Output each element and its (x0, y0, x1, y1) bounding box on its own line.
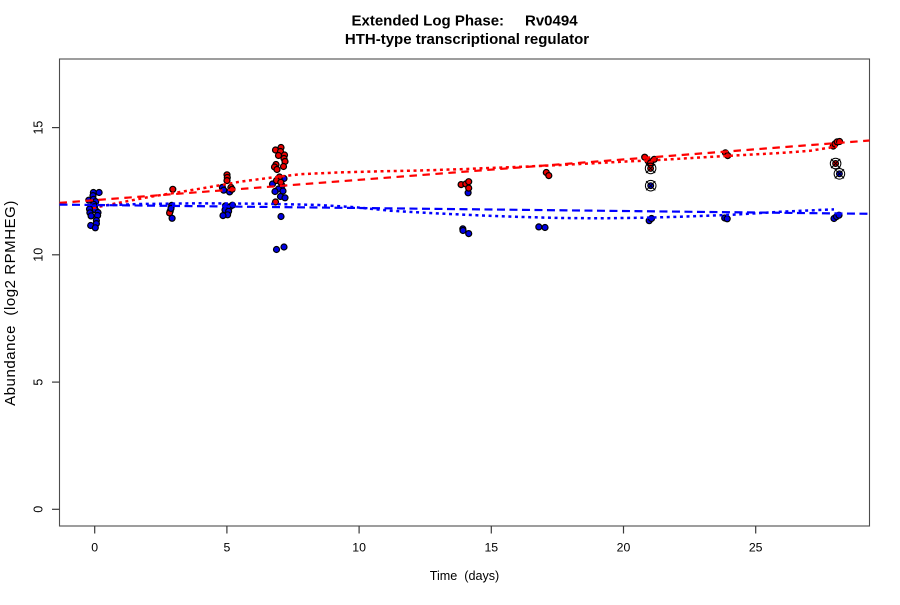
svg-text:25: 25 (749, 541, 763, 555)
svg-text:0: 0 (91, 541, 98, 555)
svg-text:10: 10 (352, 541, 366, 555)
svg-text:20: 20 (617, 541, 631, 555)
svg-text:15: 15 (32, 121, 46, 135)
svg-text:10: 10 (32, 248, 46, 262)
svg-text:5: 5 (223, 541, 230, 555)
svg-text:HTH-type transcriptional regul: HTH-type transcriptional regulator (345, 31, 589, 48)
svg-text:Rv0494: Rv0494 (525, 13, 578, 30)
svg-text:Abundance (log2 RPMHEG): Abundance (log2 RPMHEG) (2, 200, 19, 406)
svg-text:0: 0 (32, 506, 46, 513)
svg-text:5: 5 (32, 379, 46, 386)
svg-text:Time (days): Time (days) (430, 569, 500, 583)
svg-text:15: 15 (484, 541, 498, 555)
svg-text:Extended Log Phase:: Extended Log Phase: (352, 13, 505, 30)
